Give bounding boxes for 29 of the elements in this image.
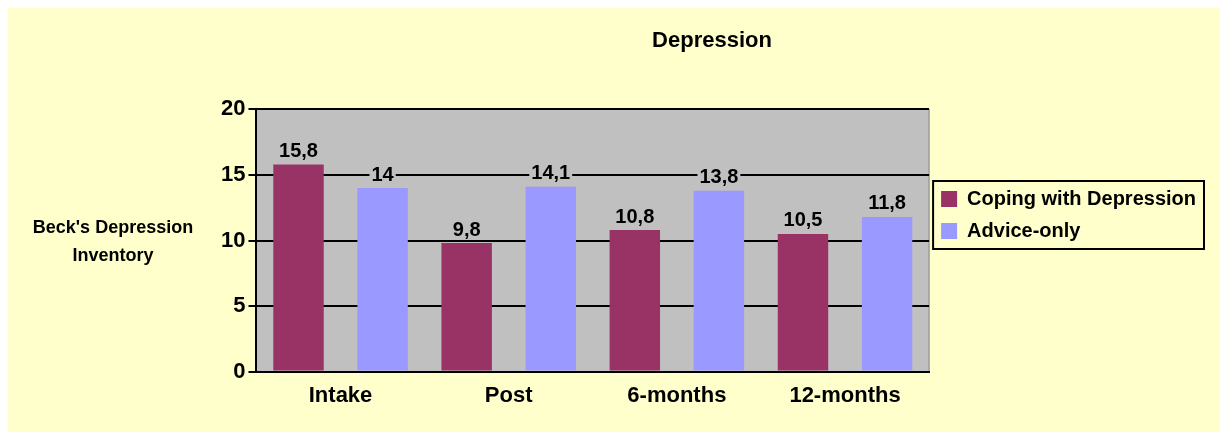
y-tick-label: 0 [233,357,246,383]
chart-title: Depression [652,27,772,53]
x-tick-label: 6-months [627,381,727,407]
data-label: 10,5 [783,208,823,231]
data-label: 9,8 [452,217,481,240]
x-tick-label: Post [484,381,534,407]
legend-label: Coping with Depression [967,186,1197,209]
bar [441,243,492,371]
data-label: 10,8 [615,204,655,227]
x-tick-label: 12-months [789,381,901,407]
data-label: 13,8 [699,165,739,188]
data-label: 11,8 [868,191,906,214]
data-label: 14 [371,162,395,185]
y-tick-label: 5 [233,292,246,318]
bar [777,233,829,371]
bar [525,186,576,371]
y-tick-label: 10 [220,226,246,252]
y-tick-label: 20 [220,95,246,121]
data-label: 15,8 [279,138,318,161]
y-tick-label: 15 [220,161,246,187]
bar [609,230,661,371]
bar [693,190,745,371]
data-label: 14,1 [531,161,571,184]
y-axis-title: Beck's Depression Inventory [31,216,195,267]
bar [861,216,913,371]
bar [357,188,408,371]
x-tick-label: Intake [308,381,373,407]
bar [273,164,324,371]
legend-label: Advice-only [967,218,1082,241]
